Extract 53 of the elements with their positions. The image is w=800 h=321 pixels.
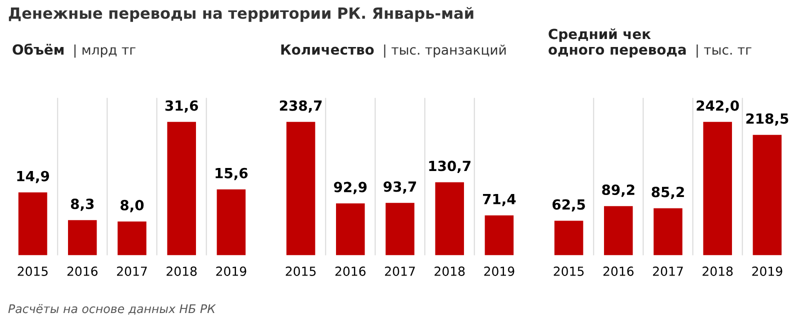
chart-subtitle: | млрд тг [74,44,136,58]
bar [216,189,246,256]
data-label: 15,6 [216,168,248,180]
x-tick-label: 2015 [286,266,316,276]
data-label: 14,9 [17,170,50,184]
bar [703,122,732,256]
bar [118,221,146,256]
data-label: 62,5 [552,199,585,212]
bar [18,192,48,256]
x-tick-label: 2016 [603,266,634,276]
bar [336,203,365,256]
x-tick-label: 2017 [117,266,147,276]
x-tick-label: 2018 [166,266,197,276]
data-label: 130,7 [429,160,470,173]
data-label: 71,4 [482,194,516,206]
bar [752,134,782,256]
bar [286,122,316,256]
x-tick-label: 2018 [702,266,733,276]
data-label: 8,0 [120,200,144,212]
x-tick-label: 2016 [335,266,366,276]
data-label: 92,9 [334,182,367,194]
data-label: 93,7 [384,181,416,194]
x-tick-label: 2017 [653,266,683,276]
bar [484,215,514,256]
chart-title: Объём [12,44,64,55]
data-label: 218,5 [746,113,788,126]
data-label: 238,7 [280,100,322,113]
chart-subtitle: | тыс. транзакций [384,44,506,58]
chart-title: Количество [281,44,374,55]
chart-subtitle: | тыс. тг [696,44,752,58]
data-label: 31,6 [165,100,198,113]
data-label: 85,2 [652,186,684,200]
bar [68,220,97,256]
x-tick-label: 2015 [18,266,48,276]
x-tick-label: 2017 [385,266,415,276]
bar [604,206,633,256]
x-tick-label: 2019 [752,266,782,276]
data-label: 89,2 [602,184,634,197]
x-tick-label: 2019 [216,266,246,276]
x-tick-label: 2016 [67,266,98,276]
x-tick-label: 2015 [554,266,584,276]
bar [554,220,584,256]
bar [654,208,682,256]
data-label: 242,0 [696,100,739,113]
data-label: 8,3 [70,198,94,211]
text: Денежные переводы на территории РК. Январь-май [8,7,474,22]
bar [167,122,196,256]
x-tick-label: 2018 [434,266,465,276]
chart-title: Средний чек одного перевода [548,28,686,58]
bar [386,202,414,256]
bar [435,182,464,256]
text: Расчёты на основе данных НБ РК [8,304,216,315]
x-tick-label: 2019 [484,266,514,276]
